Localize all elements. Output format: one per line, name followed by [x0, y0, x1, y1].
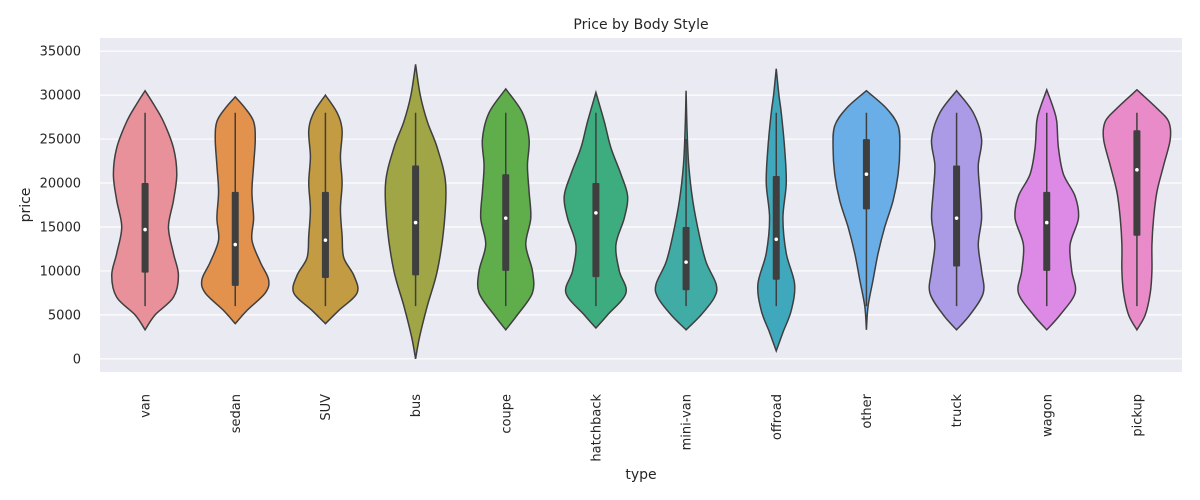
violin-median — [503, 216, 508, 220]
violin-median — [684, 260, 688, 264]
x-tick-label: wagon — [1040, 394, 1055, 437]
plot-area — [100, 38, 1182, 372]
violin-median — [143, 227, 147, 232]
violin-wagon — [1014, 87, 1080, 331]
x-axis-label: type — [625, 467, 656, 483]
x-tick-label: SUV — [319, 394, 334, 421]
violin-other — [832, 89, 901, 330]
violin-median — [233, 242, 238, 247]
x-tick-label: coupe — [499, 394, 514, 434]
violin-median — [1044, 220, 1049, 225]
violin-iqr-box — [1133, 130, 1141, 236]
violin-hatchback — [563, 89, 629, 330]
violin-median — [1135, 168, 1139, 172]
violin-iqr-box — [592, 183, 600, 278]
violin-iqr-box — [682, 226, 690, 291]
violin-truck — [928, 89, 985, 331]
y-tick-label: 15000 — [40, 220, 81, 235]
x-tick-label: truck — [950, 394, 965, 428]
violin-sedan — [200, 95, 270, 325]
y-tick-label: 25000 — [40, 133, 81, 148]
violin-iqr-box — [772, 175, 780, 280]
violin-offroad — [756, 68, 796, 354]
chart-title: Price by Body Style — [573, 17, 708, 33]
violin-median — [864, 172, 869, 177]
y-tick-label: 5000 — [48, 308, 81, 323]
violin-iqr-box — [1043, 191, 1051, 271]
y-axis-label: price — [18, 188, 34, 223]
x-tick-label: other — [860, 393, 875, 428]
violin-median — [594, 211, 598, 215]
y-tick-label: 0 — [73, 352, 81, 367]
y-tick-label: 10000 — [40, 264, 81, 279]
violin-median — [323, 238, 328, 242]
y-tick-label: 30000 — [40, 89, 81, 104]
violin-SUV — [292, 93, 359, 325]
x-tick-label: mini-van — [680, 394, 695, 450]
x-tick-label: hatchback — [589, 394, 604, 462]
violin-iqr-box — [321, 191, 329, 278]
grid-layer — [100, 50, 1182, 360]
x-tick-label: van — [139, 394, 154, 418]
x-tick-label: pickup — [1130, 394, 1145, 437]
x-tick-label: bus — [409, 394, 424, 417]
violin-coupe — [476, 87, 535, 332]
violin-iqr-box — [412, 165, 420, 276]
violin-median — [413, 220, 418, 225]
violin-iqr-box — [231, 191, 239, 286]
violin-iqr-box — [502, 174, 510, 271]
violin-iqr-box — [953, 165, 961, 267]
violin-van — [110, 89, 180, 332]
violin-pickup — [1102, 88, 1172, 332]
violin-median — [954, 216, 959, 220]
x-tick-label: sedan — [229, 394, 244, 433]
y-tick-label: 20000 — [40, 177, 81, 192]
y-tick-label: 35000 — [40, 45, 81, 60]
violin-bus — [384, 64, 447, 359]
x-tick-label: offroad — [770, 394, 785, 440]
violin-layer — [110, 64, 1172, 359]
violin-mini-van — [654, 90, 718, 331]
x-tick-labels: van sedan SUV bus coupe hatchback mini-van offr… — [139, 393, 1146, 461]
violin-median — [774, 237, 779, 242]
y-tick-labels: 0 5000 10000 15000 20000 25000 30000 35000 — [40, 45, 81, 368]
